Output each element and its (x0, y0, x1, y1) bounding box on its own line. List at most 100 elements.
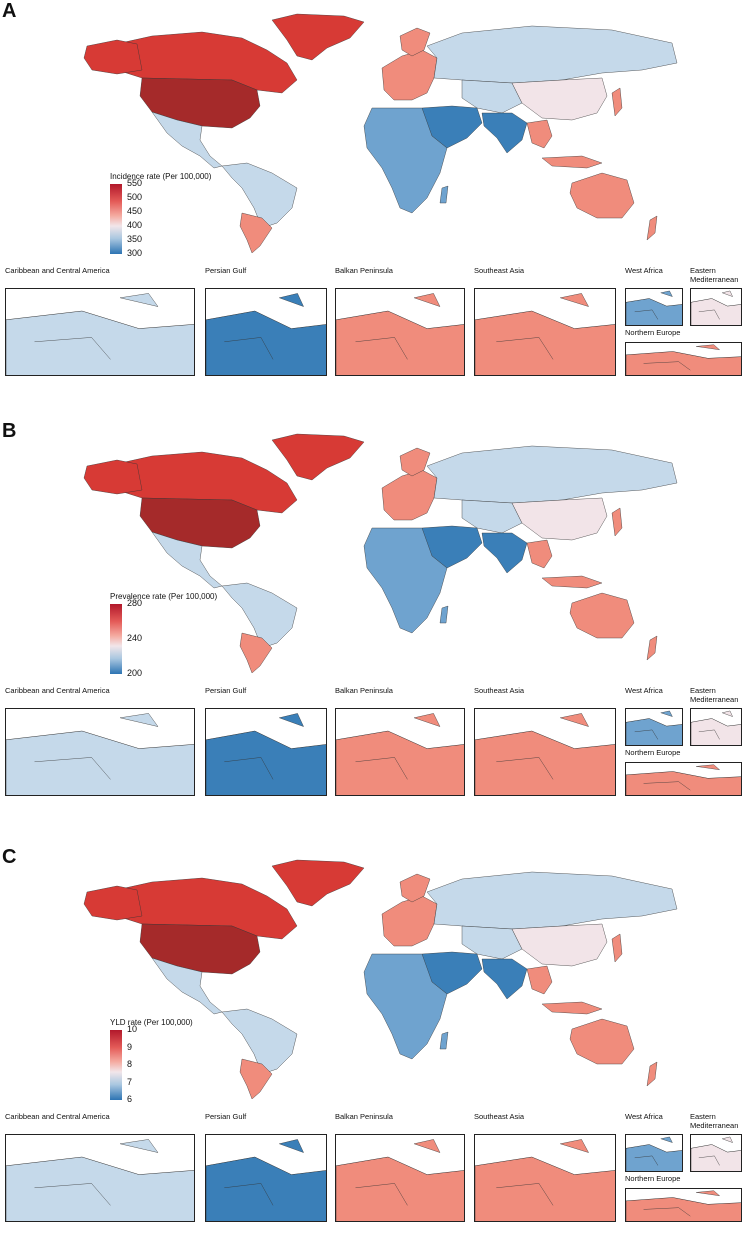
inset-map (5, 288, 195, 376)
inset-map (625, 1188, 742, 1222)
south-america (221, 582, 298, 649)
legend-tick-label: 7 (127, 1076, 133, 1087)
inset-label: Persian Gulf (205, 1112, 247, 1121)
panel-letter: B (2, 420, 17, 442)
europe (381, 49, 438, 101)
inset-label: Caribbean and Central America (5, 1112, 110, 1121)
china (511, 923, 608, 967)
japan (611, 87, 623, 117)
new-zealand (646, 635, 658, 661)
inset-label: West Africa (625, 266, 663, 275)
inset-map (690, 708, 742, 746)
inset-map (205, 288, 327, 376)
inset-label: Northern Europe (625, 748, 681, 757)
new-zealand (646, 215, 658, 241)
china (511, 497, 608, 541)
australia (569, 592, 635, 639)
legend-title: Incidence rate (Per 100,000) (110, 172, 212, 181)
inset-map (625, 708, 683, 746)
russia (426, 871, 678, 930)
inset-map (5, 1134, 195, 1222)
russia (426, 445, 678, 504)
inset-label: Northern Europe (625, 1174, 681, 1183)
japan (611, 933, 623, 963)
legend-tick-label: 280 (127, 598, 143, 608)
madagascar (439, 1031, 449, 1050)
africa (363, 107, 448, 214)
greenland (271, 859, 365, 907)
australia (569, 172, 635, 219)
inset-map (335, 288, 465, 376)
legend-tick-label: 550 (127, 178, 143, 188)
inset-map (625, 1134, 683, 1172)
inset-label: Southeast Asia (474, 1112, 525, 1121)
map-panel-a: A (0, 0, 745, 407)
legend-color-bar (110, 604, 122, 674)
legend-tick-label: 6 (127, 1094, 133, 1104)
inset-map (335, 708, 465, 796)
alaska (83, 459, 143, 495)
japan (611, 507, 623, 537)
map-panel-c: C (0, 846, 745, 1253)
usa (139, 923, 261, 975)
usa (139, 77, 261, 129)
legend-tick-label: 200 (127, 668, 143, 678)
new-zealand (646, 1061, 658, 1087)
scandinavia (399, 873, 431, 903)
inset-label: Balkan Peninsula (335, 686, 393, 695)
map-panel-b: B (0, 420, 745, 827)
world-map (83, 859, 678, 1099)
indonesia (541, 1001, 603, 1015)
europe (381, 895, 438, 947)
inset-label: Balkan Peninsula (335, 1112, 393, 1121)
inset-map (625, 288, 683, 326)
argentina (239, 632, 273, 673)
inset-label: Caribbean and Central America (5, 686, 110, 695)
greenland (271, 433, 365, 481)
legend-color-bar (110, 1030, 122, 1100)
alaska (83, 885, 143, 921)
inset-map (474, 288, 616, 376)
legend-title: Prevalence rate (Per 100,000) (110, 592, 218, 601)
indonesia (541, 575, 603, 589)
inset-label: Persian Gulf (205, 266, 247, 275)
inset-label: West Africa (625, 686, 663, 695)
world-map (83, 433, 678, 673)
inset-map (690, 288, 742, 326)
inset-map (205, 1134, 327, 1222)
inset-map (205, 708, 327, 796)
inset-map (474, 1134, 616, 1222)
indonesia (541, 155, 603, 169)
inset-map (474, 708, 616, 796)
south-america (221, 162, 298, 229)
usa (139, 497, 261, 549)
china (511, 77, 608, 121)
southeast-asia (526, 119, 553, 149)
legend-color-bar (110, 184, 122, 254)
legend-tick-label: 400 (127, 220, 143, 230)
inset-map (690, 1134, 742, 1172)
argentina (239, 212, 273, 253)
southeast-asia (526, 965, 553, 995)
inset-map (625, 342, 742, 376)
madagascar (439, 185, 449, 204)
legend-tick-label: 240 (127, 633, 143, 643)
inset-map (5, 708, 195, 796)
legend-tick-label: 500 (127, 192, 143, 202)
inset-label: Southeast Asia (474, 266, 525, 275)
inset-map (625, 762, 742, 796)
legend-title: YLD rate (Per 100,000) (110, 1018, 193, 1027)
world-map (83, 13, 678, 253)
inset-label: Eastern Mediterranean (690, 266, 739, 284)
legend-tick-label: 10 (127, 1024, 138, 1034)
inset-label: Balkan Peninsula (335, 266, 393, 275)
panel-letter: A (2, 0, 17, 22)
inset-map (335, 1134, 465, 1222)
south-asia (481, 112, 528, 154)
africa (363, 953, 448, 1060)
south-asia (481, 958, 528, 1000)
legend-tick-label: 300 (127, 248, 143, 258)
inset-label: Caribbean and Central America (5, 266, 110, 275)
scandinavia (399, 447, 431, 477)
inset-label: Persian Gulf (205, 686, 247, 695)
